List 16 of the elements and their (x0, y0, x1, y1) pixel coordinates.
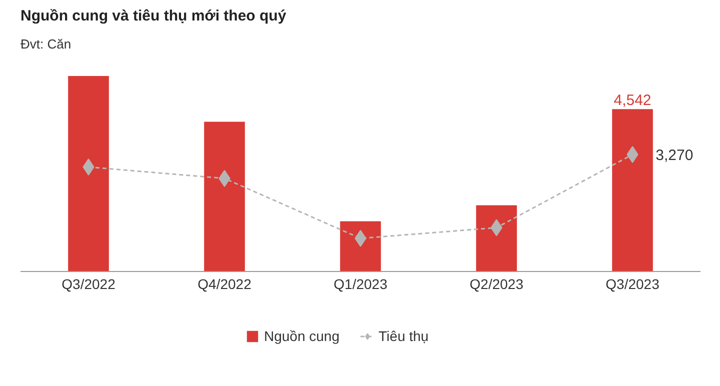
chart-subtitle: Đvt: Căn (20, 36, 72, 52)
bar (612, 109, 653, 272)
x-tick-label: Q1/2023 (334, 276, 388, 292)
x-tick-label: Q3/2022 (62, 276, 116, 292)
legend-label: Nguồn cung (264, 328, 340, 344)
bar (204, 122, 245, 272)
bar (476, 205, 517, 272)
chart-title: Nguồn cung và tiêu thụ mới theo quý (20, 8, 287, 24)
data-label: 3,270 (656, 147, 694, 164)
bar (68, 76, 109, 272)
data-label: 4,542 (614, 92, 652, 110)
x-tick-label: Q3/2023 (606, 276, 660, 292)
x-tick-label: Q4/2022 (198, 276, 252, 292)
bar (340, 221, 381, 272)
legend-label: Tiêu thụ (378, 328, 429, 344)
x-tick-label: Q2/2023 (470, 276, 524, 292)
